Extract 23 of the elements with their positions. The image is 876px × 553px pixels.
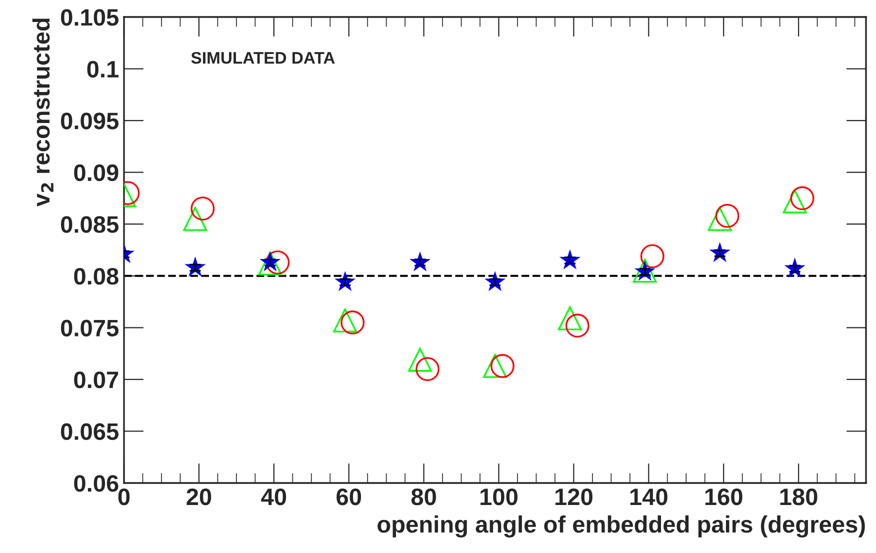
- x-tick-label: 120: [555, 488, 592, 506]
- x-tick-label: 140: [630, 488, 668, 506]
- y-tick-label: 0.06: [74, 475, 118, 492]
- y-tick-label: 0.07: [74, 372, 118, 388]
- x-tick-label: 80: [411, 488, 436, 506]
- x-axis-title: opening angle of embedded pairs (degrees): [378, 515, 865, 538]
- x-tick-label: 0: [118, 488, 130, 506]
- x-tick-label: 60: [336, 488, 362, 506]
- y-tick-label: 0.1: [87, 60, 118, 78]
- y-tick-label: 0.085: [60, 216, 118, 233]
- y-tick-label: 0.105: [60, 9, 118, 26]
- y-axis-title: v$_{2}$ reconstructed: [32, 18, 54, 207]
- x-tick-label: 100: [480, 488, 518, 506]
- x-tick-label: 40: [261, 488, 286, 506]
- x-tick-label: 160: [705, 488, 742, 506]
- y-tick-label: 0.095: [60, 112, 118, 130]
- x-tick-label: 20: [186, 488, 212, 506]
- y-tick-label: 0.08: [74, 268, 118, 285]
- y-tick-label: 0.065: [60, 423, 118, 440]
- x-tick-label: 180: [780, 488, 818, 506]
- y-tick-label: 0.09: [74, 164, 118, 182]
- annotation: SIMULATED DATA: [191, 52, 335, 64]
- y-tick-label: 0.075: [60, 320, 118, 336]
